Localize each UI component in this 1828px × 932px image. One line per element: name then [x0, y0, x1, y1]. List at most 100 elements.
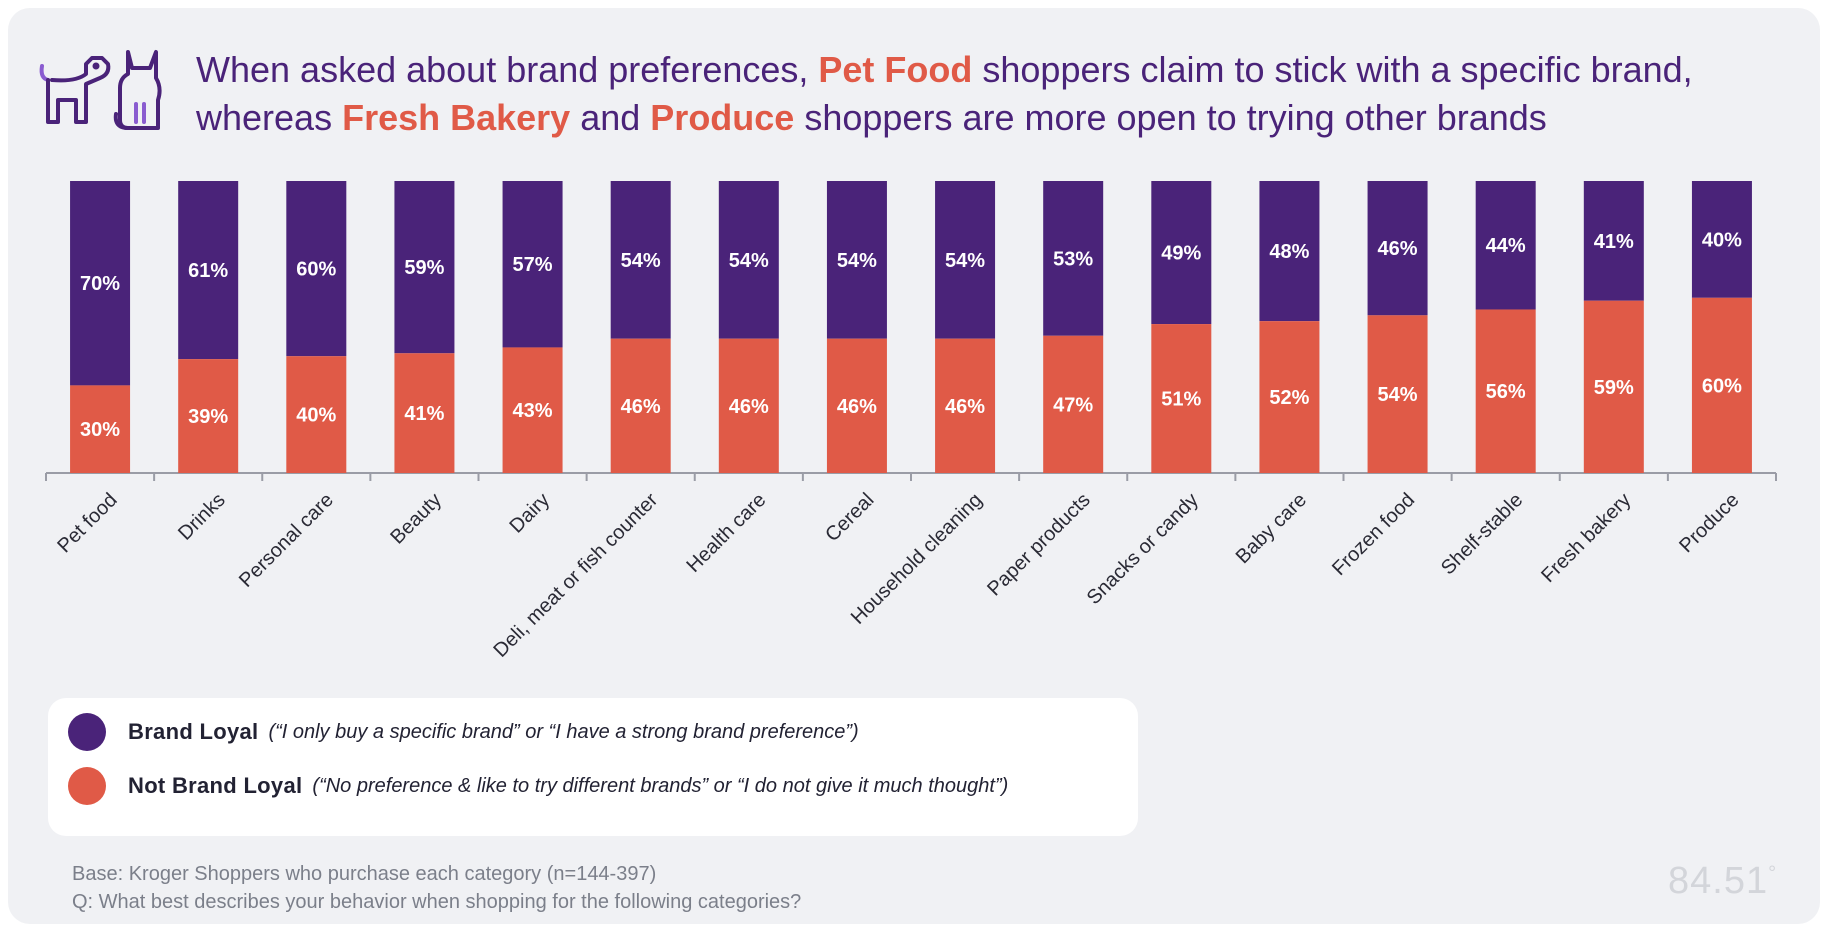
category-label-produce: Produce — [1675, 489, 1743, 557]
bar-brand-loyal-cereal — [826, 181, 887, 339]
category-label-drinks: Drinks — [174, 489, 230, 545]
category-label-fresh-bakery: Fresh bakery — [1537, 489, 1635, 587]
title-part-1: When asked about brand preferences, — [196, 49, 819, 90]
bar-not-brand-loyal-cereal — [826, 338, 887, 473]
bar-not-brand-loyal-snacks-or-candy — [1151, 324, 1212, 473]
legend-item-not-brand-loyal: Not Brand Loyal (“No preference & like t… — [68, 766, 1008, 806]
data-label-not-brand-loyal-personal-care: 40% — [296, 405, 336, 427]
bar-brand-loyal-frozen-food — [1367, 181, 1428, 316]
data-label-not-brand-loyal-household-cleaning: 46% — [945, 396, 985, 418]
bar-not-brand-loyal-personal-care — [286, 356, 347, 473]
category-label-baby-care: Baby care — [1232, 489, 1311, 568]
footnote-question: Q: What best describes your behavior whe… — [72, 891, 802, 913]
data-label-not-brand-loyal-deli-meat-or-fish-counter: 46% — [621, 396, 661, 418]
bar-not-brand-loyal-frozen-food — [1367, 315, 1428, 473]
title-highlight-produce: Produce — [650, 97, 795, 138]
bar-not-brand-loyal-pet-food — [70, 385, 131, 473]
data-label-brand-loyal-cereal: 54% — [837, 250, 877, 272]
category-label-pet-food: Pet food — [53, 489, 121, 557]
bar-not-brand-loyal-dairy — [502, 347, 563, 473]
bar-brand-loyal-shelf-stable — [1475, 181, 1536, 310]
legend-swatch-not-brand-loyal — [68, 767, 106, 805]
data-label-not-brand-loyal-frozen-food: 54% — [1378, 384, 1418, 406]
bar-not-brand-loyal-health-care — [718, 338, 779, 473]
bar-not-brand-loyal-beauty — [394, 353, 455, 473]
chart-legend: Brand Loyal (“I only buy a specific bran… — [48, 698, 1138, 836]
bar-brand-loyal-dairy — [502, 181, 563, 348]
category-label-shelf-stable: Shelf-stable — [1437, 489, 1527, 579]
bar-not-brand-loyal-drinks — [178, 359, 239, 473]
legend-label-not-brand-loyal: Not Brand Loyal — [128, 773, 303, 798]
legend-swatch-brand-loyal — [68, 713, 106, 751]
data-label-not-brand-loyal-paper-products: 47% — [1053, 394, 1093, 416]
category-label-personal-care: Personal care — [235, 489, 338, 592]
bar-brand-loyal-paper-products — [1043, 181, 1104, 336]
stacked-bar-chart: 70% 30% Pet food 61% 39% Drinks 60% 40% Personal… — [45, 181, 1777, 662]
category-label-health-care: Health care — [682, 489, 770, 577]
data-label-not-brand-loyal-snacks-or-candy: 51% — [1161, 389, 1201, 411]
data-label-brand-loyal-health-care: 54% — [729, 250, 769, 272]
bar-not-brand-loyal-paper-products — [1043, 335, 1104, 473]
legend-item-brand-loyal: Brand Loyal (“I only buy a specific bran… — [68, 712, 859, 752]
bar-brand-loyal-fresh-bakery — [1583, 181, 1644, 301]
data-label-not-brand-loyal-pet-food: 30% — [80, 419, 120, 441]
data-label-not-brand-loyal-baby-care: 52% — [1269, 387, 1309, 409]
legend-desc-brand-loyal: (“I only buy a specific brand” or “I hav… — [268, 720, 859, 743]
bar-not-brand-loyal-produce — [1691, 297, 1752, 473]
legend-desc-not-brand-loyal: (“No preference & like to try different … — [312, 774, 1009, 797]
data-label-not-brand-loyal-beauty: 41% — [404, 403, 444, 425]
dog-icon — [39, 56, 111, 124]
bar-brand-loyal-household-cleaning — [935, 181, 996, 339]
data-label-brand-loyal-pet-food: 70% — [80, 273, 120, 295]
category-label-paper-products: Paper products — [983, 489, 1094, 600]
data-label-not-brand-loyal-fresh-bakery: 59% — [1594, 377, 1634, 399]
data-label-brand-loyal-beauty: 59% — [404, 257, 444, 279]
data-label-brand-loyal-drinks: 61% — [188, 260, 228, 282]
data-label-brand-loyal-shelf-stable: 44% — [1486, 235, 1526, 257]
footnote-base: Base: Kroger Shoppers who purchase each … — [72, 863, 657, 885]
bar-not-brand-loyal-household-cleaning — [935, 338, 996, 473]
data-label-brand-loyal-produce: 40% — [1702, 229, 1742, 251]
category-label-beauty: Beauty — [386, 489, 446, 549]
page-title: When asked about brand preferences, Pet … — [196, 46, 1796, 142]
category-label-dairy: Dairy — [506, 489, 555, 538]
footnote: Base: Kroger Shoppers who purchase each … — [72, 860, 801, 916]
data-label-brand-loyal-personal-care: 60% — [296, 259, 336, 281]
data-label-brand-loyal-snacks-or-candy: 49% — [1161, 243, 1201, 265]
bar-brand-loyal-produce — [1691, 181, 1752, 298]
logo-text: 84.51 — [1668, 860, 1769, 902]
category-label-cereal: Cereal — [821, 489, 878, 546]
data-label-brand-loyal-baby-care: 48% — [1269, 241, 1309, 263]
chart-card: When asked about brand preferences, Pet … — [8, 8, 1820, 924]
title-part-2: shoppers claim to stick with a specific … — [196, 49, 1693, 138]
bar-brand-loyal-drinks — [178, 181, 239, 360]
category-label-snacks-or-candy: Snacks or candy — [1083, 489, 1203, 609]
bar-brand-loyal-snacks-or-candy — [1151, 181, 1212, 325]
pet-icons — [39, 50, 162, 130]
bar-brand-loyal-baby-care — [1259, 181, 1320, 322]
category-label-frozen-food: Frozen food — [1328, 489, 1419, 580]
title-part-3: and — [570, 97, 651, 138]
data-label-brand-loyal-fresh-bakery: 41% — [1594, 231, 1634, 253]
data-label-not-brand-loyal-drinks: 39% — [188, 406, 228, 428]
brand-logo: 84.51° — [1668, 860, 1777, 903]
bar-not-brand-loyal-fresh-bakery — [1583, 300, 1644, 473]
data-label-brand-loyal-frozen-food: 46% — [1378, 238, 1418, 260]
bar-brand-loyal-personal-care — [286, 181, 347, 357]
bar-not-brand-loyal-baby-care — [1259, 321, 1320, 473]
title-highlight-fresh-bakery: Fresh Bakery — [342, 97, 571, 138]
bar-brand-loyal-deli-meat-or-fish-counter — [610, 181, 671, 339]
cat-icon — [113, 50, 162, 130]
data-label-brand-loyal-paper-products: 53% — [1053, 248, 1093, 270]
data-label-not-brand-loyal-cereal: 46% — [837, 396, 877, 418]
data-label-not-brand-loyal-dairy: 43% — [513, 400, 553, 422]
bar-brand-loyal-beauty — [394, 181, 455, 354]
legend-label-brand-loyal: Brand Loyal — [128, 719, 259, 744]
data-label-brand-loyal-household-cleaning: 54% — [945, 250, 985, 272]
title-part-4: shoppers are more open to trying other b… — [794, 97, 1547, 138]
bar-brand-loyal-pet-food — [70, 181, 131, 386]
data-label-brand-loyal-dairy: 57% — [513, 254, 553, 276]
data-label-not-brand-loyal-shelf-stable: 56% — [1486, 381, 1526, 403]
bar-not-brand-loyal-shelf-stable — [1475, 309, 1536, 473]
data-label-brand-loyal-deli-meat-or-fish-counter: 54% — [621, 250, 661, 272]
